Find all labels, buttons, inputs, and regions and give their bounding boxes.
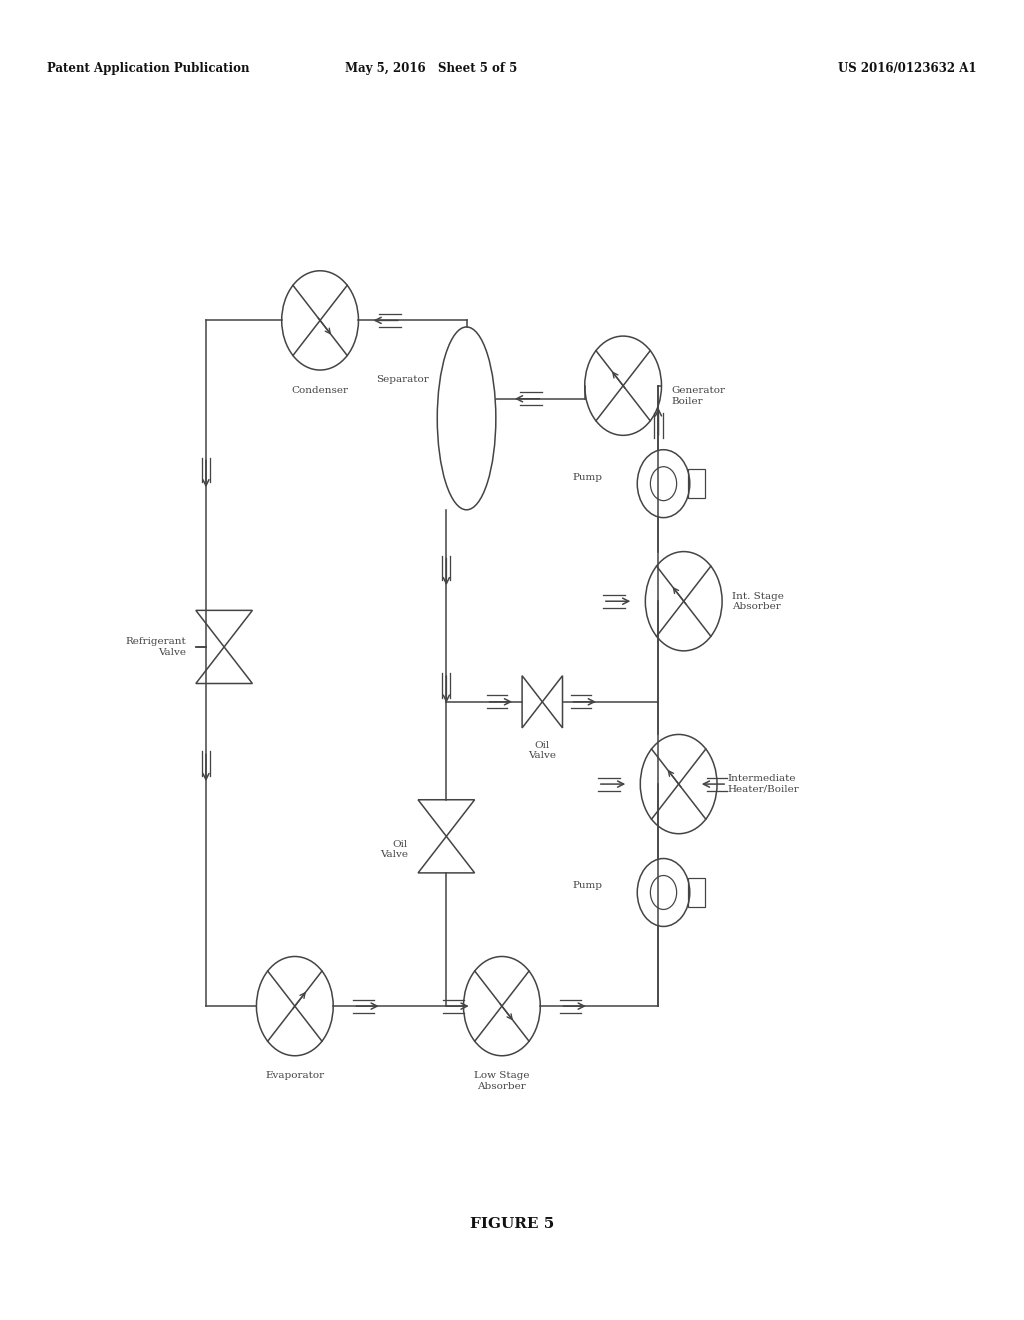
- Bar: [688, 878, 705, 907]
- Text: US 2016/0123632 A1: US 2016/0123632 A1: [839, 62, 977, 75]
- Text: Generator
Boiler: Generator Boiler: [672, 387, 726, 405]
- Text: Evaporator: Evaporator: [265, 1072, 325, 1081]
- Text: Refrigerant
Valve: Refrigerant Valve: [125, 638, 185, 656]
- Text: May 5, 2016   Sheet 5 of 5: May 5, 2016 Sheet 5 of 5: [345, 62, 517, 75]
- Text: Int. Stage
Absorber: Int. Stage Absorber: [732, 591, 784, 611]
- Text: Oil
Valve: Oil Valve: [380, 840, 408, 859]
- Text: Intermediate
Heater/Boiler: Intermediate Heater/Boiler: [727, 775, 799, 793]
- Text: Oil
Valve: Oil Valve: [528, 741, 556, 760]
- Text: Separator: Separator: [377, 375, 429, 384]
- Text: FIGURE 5: FIGURE 5: [470, 1217, 554, 1232]
- Bar: [688, 469, 705, 498]
- Text: Condenser: Condenser: [292, 385, 348, 395]
- Text: Low Stage
Absorber: Low Stage Absorber: [474, 1072, 529, 1090]
- Text: Pump: Pump: [572, 473, 603, 482]
- Text: Patent Application Publication: Patent Application Publication: [47, 62, 250, 75]
- Text: Pump: Pump: [572, 882, 603, 891]
